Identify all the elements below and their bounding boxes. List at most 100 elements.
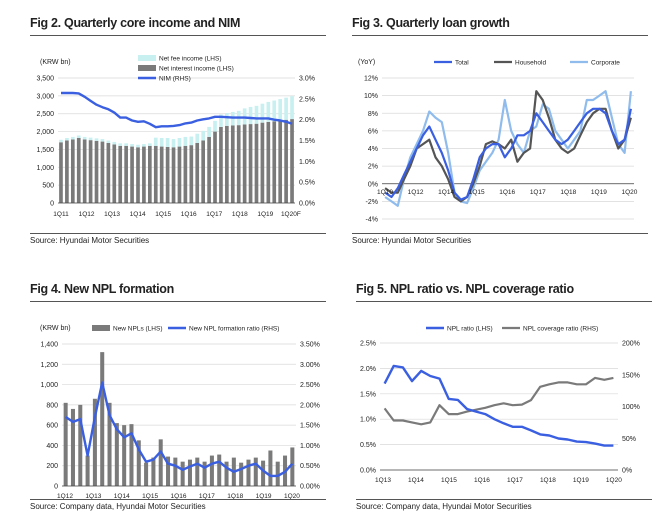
net-interest-income-bar [88, 140, 93, 203]
y-tick-label: 200 [46, 463, 58, 470]
net-interest-income-bar [136, 147, 140, 203]
new-npl-bar [187, 459, 192, 486]
net-fee-income-bar [124, 143, 128, 146]
net-interest-income-bar [189, 145, 194, 203]
legend-new-npls-label: New NPLs (LHS) [113, 326, 162, 333]
figure-2-source: Source: Hyundai Motor Securities [30, 236, 150, 245]
net-interest-income-bar [153, 145, 158, 203]
net-fee-income-bar [284, 97, 288, 120]
figure-3-bottom-rule [352, 233, 648, 234]
y-tick-label: 1,400 [40, 342, 58, 349]
x-tick-label: 1Q17 [199, 493, 215, 500]
y2-tick-label: 150% [622, 372, 640, 379]
y2-tick-label: 0.50% [300, 463, 320, 470]
net-interest-income-bar [177, 146, 182, 203]
net-interest-income-bar [165, 146, 170, 203]
x-tick-label: 1Q14 [114, 493, 130, 500]
y-tick-label: 1,000 [40, 382, 58, 389]
x-tick-label: 1Q20 [606, 477, 622, 484]
net-interest-income-bar [148, 145, 152, 203]
net-fee-income-bar [76, 135, 81, 138]
new-npl-bar [166, 456, 171, 486]
net-fee-income-bar [195, 133, 200, 143]
household-line [384, 90, 632, 203]
x-tick-label: 1Q17 [507, 477, 523, 484]
total-line [384, 107, 632, 201]
x-tick-label: 1Q18 [560, 189, 576, 196]
net-interest-income-bar [254, 123, 259, 203]
net-interest-income-bar [76, 138, 81, 203]
new-npl-bar [158, 439, 163, 486]
y-unit-label: (KRW bn) [40, 325, 71, 332]
new-npl-bar [122, 425, 127, 486]
x-tick-label: 1Q16 [181, 211, 197, 218]
net-fee-income-bar [153, 137, 158, 146]
new-npl-bar [268, 450, 273, 486]
new-npl-bar [92, 398, 97, 486]
net-interest-income-bar [118, 145, 123, 203]
new-npl-bar [100, 352, 105, 486]
new-npl-bar [173, 457, 178, 486]
x-tick-label: 1Q13 [104, 211, 120, 218]
x-tick-label: 1Q14 [408, 477, 424, 484]
net-fee-income-bar [94, 138, 99, 141]
net-interest-income-bar [195, 143, 200, 203]
legend-net-interest-swatch [138, 65, 156, 71]
x-tick-label: 1Q18 [232, 211, 248, 218]
figure-3-title: Fig 3. Quarterly loan growth [352, 16, 510, 30]
y-tick-label: 8% [368, 111, 378, 118]
legend-npl-ratio-label: NPL ratio (LHS) [447, 326, 493, 333]
legend-total-label: Total [455, 60, 469, 67]
x-tick-label: 1Q16 [171, 493, 187, 500]
x-tick-label: 1Q17 [530, 189, 546, 196]
y-tick-label: 2,000 [36, 129, 54, 136]
net-fee-income-bar [242, 108, 247, 125]
legend-net-interest-label: Net interest income (LHS) [159, 66, 234, 73]
new-npl-bar [209, 455, 214, 486]
net-fee-income-bar [136, 144, 140, 148]
x-tick-label: 1Q11 [53, 211, 69, 218]
y2-tick-label: 1.00% [300, 443, 320, 450]
y-tick-label: 12% [364, 76, 378, 83]
net-interest-income-bar [290, 119, 294, 203]
net-interest-income-bar [236, 125, 241, 203]
new-npl-bar [202, 461, 207, 486]
corporate-line [384, 90, 632, 207]
x-tick-label: 1Q14 [130, 211, 146, 218]
new-npl-bar [180, 461, 185, 486]
net-interest-income-bar [284, 119, 288, 203]
net-fee-income-bar [207, 126, 211, 137]
net-fee-income-bar [260, 103, 265, 123]
y-tick-label: -4% [366, 217, 378, 224]
net-fee-income-bar [177, 138, 182, 147]
net-fee-income-bar [290, 96, 294, 120]
figure-4-chart: (KRW bn) 0 200 400 600 800 1,000 1,200 1,400 0.00… [40, 325, 320, 500]
y2-tick-label: 2.0% [299, 117, 315, 124]
net-interest-income-bar [225, 125, 229, 203]
legend-new-npls-swatch [92, 325, 110, 331]
y-tick-label: 0.5% [360, 442, 376, 449]
net-interest-income-bar [213, 131, 217, 203]
new-npl-bar [63, 402, 68, 486]
net-interest-income-bar [100, 141, 105, 203]
x-tick-label: 1Q10 [377, 189, 393, 196]
figure-4-bottom-rule [30, 499, 326, 500]
net-fee-income-bar [88, 137, 93, 141]
y-tick-label: 10% [364, 93, 378, 100]
legend-net-fee-swatch [138, 55, 156, 61]
y-tick-label: 0 [54, 484, 58, 491]
net-interest-income-bar [65, 140, 69, 203]
net-fee-income-bar [189, 136, 194, 146]
x-tick-label: 1Q20F [281, 211, 301, 218]
net-fee-income-bar [213, 120, 217, 132]
net-interest-income-bar [266, 121, 271, 203]
y2-tick-label: 2.5% [299, 96, 315, 103]
legend-household-label: Household [515, 60, 546, 67]
figure-5-title: Fig 5. NPL ratio vs. NPL coverage ratio [356, 282, 574, 296]
y2-tick-label: 3.00% [300, 362, 320, 369]
y2-tick-label: 0.0% [299, 201, 315, 208]
net-interest-income-bar [183, 145, 188, 203]
net-fee-income-bar [171, 139, 176, 148]
net-interest-income-bar [159, 146, 164, 203]
y-unit-label: (YoY) [358, 59, 375, 66]
